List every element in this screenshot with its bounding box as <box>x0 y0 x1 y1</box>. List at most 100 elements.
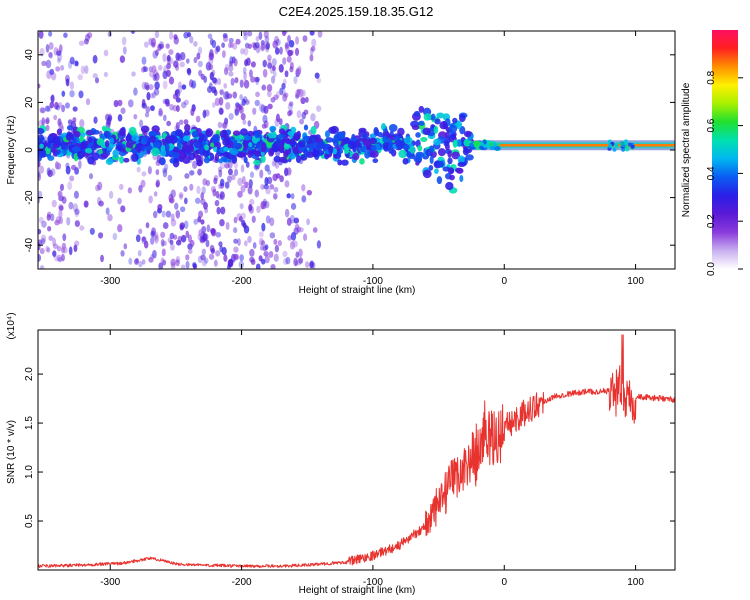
trace-blob <box>247 149 253 159</box>
noise-speck <box>253 42 257 51</box>
noise-speck <box>151 91 157 99</box>
trace-blob <box>38 149 46 156</box>
noise-speck <box>50 72 57 81</box>
noise-speck <box>74 210 80 218</box>
noise-speck <box>223 254 228 262</box>
noise-speck <box>58 121 64 131</box>
trace-blob <box>382 135 388 143</box>
noise-speck <box>183 119 189 125</box>
noise-speck <box>241 176 246 185</box>
noise-speck <box>189 35 194 44</box>
noise-speck <box>79 118 85 128</box>
noise-speck <box>240 164 245 173</box>
noise-speck <box>67 181 73 191</box>
noise-speck <box>282 78 287 86</box>
noise-speck <box>162 167 168 174</box>
trace-blob <box>119 127 126 137</box>
noise-speck <box>255 91 260 98</box>
noise-speck <box>261 222 266 232</box>
noise-speck <box>247 235 252 244</box>
noise-speck <box>183 220 189 229</box>
noise-speck <box>45 116 50 125</box>
noise-speck <box>117 114 123 122</box>
noise-speck <box>269 184 275 190</box>
noise-speck <box>193 40 198 47</box>
noise-speck <box>162 70 168 79</box>
noise-speck <box>255 263 261 269</box>
noise-speck <box>144 66 149 73</box>
noise-speck <box>162 53 167 62</box>
noise-speck <box>261 258 266 265</box>
noise-speck <box>295 93 300 99</box>
noise-speck <box>282 93 288 102</box>
noise-speck <box>39 247 45 255</box>
x-tick-label: -200 <box>232 577 252 588</box>
noise-speck <box>247 120 252 127</box>
trace-blob <box>297 140 306 148</box>
noise-speck <box>240 112 246 121</box>
trace-blob <box>243 143 248 152</box>
trace-blob <box>140 145 145 151</box>
noise-speck <box>244 99 250 105</box>
noise-speck <box>38 228 42 235</box>
noise-speck <box>166 56 171 66</box>
noise-speck <box>213 177 218 185</box>
noise-speck <box>296 88 301 95</box>
noise-speck <box>55 105 61 111</box>
noise-speck <box>74 220 80 228</box>
noise-speck <box>147 166 152 175</box>
noise-speck <box>250 61 256 68</box>
noise-speck <box>144 41 149 48</box>
noise-speck <box>154 81 160 90</box>
trace-blob <box>373 126 379 136</box>
trace-blob <box>398 149 407 159</box>
noise-speck <box>233 58 238 67</box>
noise-speck <box>251 215 256 224</box>
noise-speck <box>92 73 98 79</box>
noise-speck <box>261 40 266 49</box>
noise-speck <box>38 216 44 224</box>
noise-speck <box>69 56 75 65</box>
noise-speck <box>105 120 111 129</box>
noise-speck <box>45 124 50 132</box>
noise-speck <box>228 64 234 72</box>
noise-speck <box>267 62 273 69</box>
noise-speck <box>249 171 254 178</box>
noise-speck <box>283 258 289 265</box>
noise-speck <box>252 242 257 249</box>
noise-speck <box>214 199 220 207</box>
noise-speck <box>284 70 289 78</box>
trace-blob <box>125 140 131 149</box>
snr-x-axis-label: Height of straight line (km) <box>299 585 416 596</box>
noise-speck <box>294 260 299 267</box>
noise-speck <box>136 166 141 173</box>
noise-speck <box>121 36 127 46</box>
noise-speck <box>245 161 250 168</box>
noise-speck <box>248 179 253 188</box>
noise-speck <box>254 163 260 172</box>
noise-speck <box>289 240 295 250</box>
noise-speck <box>287 49 293 57</box>
signal-onset <box>472 140 481 146</box>
noise-speck <box>254 99 260 107</box>
noise-speck <box>263 105 269 114</box>
y-tick-label: 20 <box>24 96 35 108</box>
trace-blob <box>260 143 267 153</box>
noise-speck <box>117 197 122 205</box>
trace-blob <box>92 129 100 135</box>
noise-speck <box>262 68 268 78</box>
snr-series-line <box>38 334 675 568</box>
noise-speck <box>196 185 201 194</box>
noise-speck <box>193 56 198 64</box>
noise-speck <box>316 77 322 84</box>
noise-speck <box>275 113 280 123</box>
noise-speck <box>155 181 160 188</box>
trace-blob <box>413 110 421 117</box>
noise-speck <box>38 254 42 262</box>
trace-blob <box>372 158 379 164</box>
noise-speck <box>216 206 221 215</box>
trace-blob <box>278 156 288 163</box>
trace-blob <box>310 125 317 135</box>
noise-speck <box>219 191 225 201</box>
noise-speck <box>310 45 316 52</box>
